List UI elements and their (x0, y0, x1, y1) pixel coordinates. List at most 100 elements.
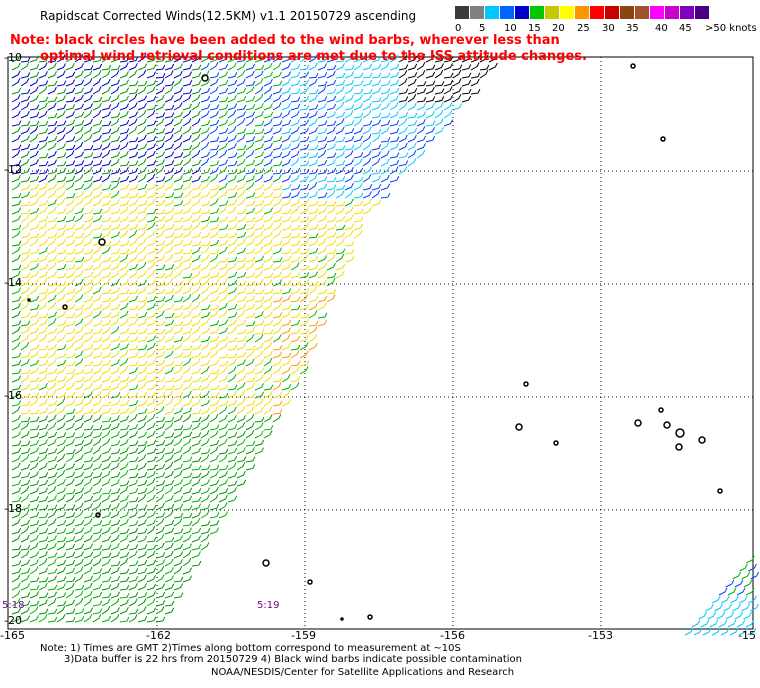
wind-barb (326, 201, 337, 207)
wind-barb (56, 54, 66, 63)
wind-barb (281, 183, 292, 191)
wind-barb (47, 168, 58, 175)
wind-barb (191, 240, 202, 247)
wind-barb (398, 69, 408, 79)
wind-barb (11, 422, 21, 431)
wind-barb (146, 120, 157, 127)
color-swatch (650, 6, 664, 19)
wind-barb (200, 232, 211, 239)
wind-barb (56, 511, 67, 519)
wind-barb (200, 285, 210, 295)
wind-barb (155, 471, 166, 479)
wind-barb (164, 503, 175, 511)
wind-barb (371, 119, 382, 127)
wind-barb (218, 142, 228, 151)
wind-barb (164, 510, 174, 519)
wind-barb (20, 201, 31, 207)
wind-barb (353, 55, 364, 63)
wind-barb (272, 207, 282, 215)
wind-barb (470, 78, 480, 87)
wind-barb (736, 587, 746, 596)
wind-barb (299, 175, 309, 183)
wind-barb (281, 78, 291, 87)
wind-barb (155, 574, 165, 583)
wind-barb (362, 150, 372, 159)
wind-barb (11, 440, 22, 447)
wind-barb (227, 279, 238, 287)
wind-barb (11, 567, 22, 575)
color-swatch (590, 6, 604, 19)
wind-barb (155, 310, 165, 319)
wind-barb (128, 550, 138, 559)
wind-barb (191, 302, 201, 311)
wind-barb (191, 175, 202, 183)
wind-barb (74, 406, 84, 415)
wind-barb (56, 224, 67, 231)
wind-barb (47, 350, 57, 359)
wind-barb (137, 504, 148, 511)
wind-barb (92, 134, 102, 143)
wind-barb (227, 246, 237, 255)
wind-barb (164, 591, 175, 599)
wind-barb (326, 152, 337, 159)
wind-barb (191, 231, 202, 239)
wind-barb (245, 295, 256, 303)
wind-barb (200, 120, 211, 127)
wind-barb (110, 607, 120, 615)
wind-barb (83, 334, 93, 343)
wind-barb (191, 384, 202, 391)
wind-barb (128, 246, 138, 255)
wind-barb (353, 112, 364, 119)
wind-barb (236, 198, 246, 207)
wind-barb (182, 472, 193, 479)
wind-barb (191, 551, 201, 559)
wind-barb (218, 263, 228, 271)
wind-barb (200, 351, 211, 359)
wind-barb (83, 478, 93, 487)
wind-barb (146, 173, 156, 183)
wind-barb (335, 63, 345, 71)
wind-barb (281, 134, 291, 143)
wind-barb (380, 141, 390, 151)
wind-barb (128, 118, 138, 127)
wind-barb (191, 496, 202, 503)
wind-barb (29, 534, 39, 543)
wind-barb (227, 271, 238, 279)
wind-barb (182, 175, 193, 183)
wind-barb (191, 408, 202, 415)
wind-barb (290, 119, 300, 127)
wind-barb (128, 270, 138, 279)
wind-barb (65, 399, 76, 407)
wind-barb (146, 607, 157, 615)
wind-barb (47, 223, 57, 231)
wind-barb (182, 88, 193, 95)
wind-barb (362, 102, 372, 111)
wind-barb (209, 223, 220, 231)
wind-barb (110, 591, 121, 599)
wind-barb (83, 597, 93, 607)
wind-barb (317, 81, 328, 87)
wind-barb (380, 192, 391, 199)
wind-barb (137, 158, 147, 167)
wind-barb (164, 519, 175, 527)
wind-barb (254, 55, 265, 63)
wind-barb (272, 94, 282, 103)
wind-barb (38, 206, 48, 215)
wind-barb (218, 55, 228, 63)
wind-barb (110, 560, 121, 567)
wind-barb (137, 279, 148, 287)
wind-barb (299, 313, 310, 319)
wind-barb (101, 120, 112, 127)
wind-barb (236, 447, 246, 455)
wind-barb (110, 542, 120, 551)
wind-barb (182, 310, 192, 319)
wind-barb (734, 579, 744, 588)
wind-barb (308, 118, 318, 127)
wind-barb (92, 600, 103, 607)
wind-barb (425, 80, 436, 87)
wind-barb (83, 391, 93, 399)
wind-barb (137, 375, 147, 383)
wind-barb (245, 141, 255, 151)
wind-barb (146, 525, 156, 535)
color-scale-label: 5 (479, 23, 486, 34)
